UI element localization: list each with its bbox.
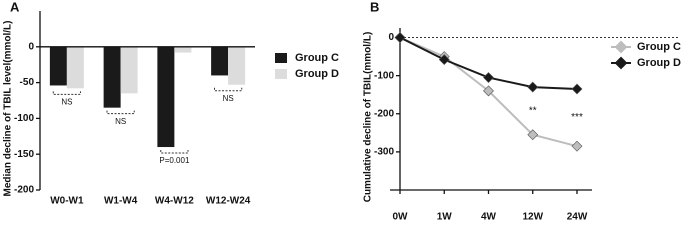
x-tick-label: W1-W4 (104, 196, 138, 207)
panel-label: A (10, 0, 20, 14)
legend-label: Group C (295, 52, 339, 64)
annotation: NS (61, 97, 72, 106)
marker (527, 129, 539, 141)
x-tick-label: W12-W24 (206, 196, 251, 207)
x-tick-label: 24W (567, 212, 588, 222)
x-tick-label: 1W (437, 212, 453, 222)
x-tick-label: 4W (481, 212, 497, 222)
bracket (160, 150, 189, 154)
y-tick-label: -200 (14, 185, 34, 196)
bar (228, 46, 246, 85)
legend-swatch (611, 56, 631, 70)
y-tick-label: 0 (28, 41, 34, 52)
y-tick-label: 0 (388, 32, 394, 43)
bar (174, 46, 192, 53)
x-tick-label: 0W (393, 212, 409, 222)
bar (157, 46, 175, 148)
bracket (214, 87, 243, 92)
bar (103, 46, 121, 108)
legend-swatch (275, 53, 287, 63)
x-tick-label: 12W (522, 212, 543, 222)
marker (394, 32, 406, 43)
bar (211, 46, 229, 76)
bar (120, 46, 138, 94)
y-tick-label: -100 (374, 70, 394, 81)
y-tick-label: -300 (374, 147, 394, 158)
y-axis-label: Median decline of TBIL level(mmol/L) (3, 21, 14, 197)
legend-label: Group C (637, 41, 681, 53)
annotation: *** (571, 112, 583, 123)
annotation: NS (223, 94, 234, 103)
annotation: NS (115, 117, 126, 126)
y-tick-label: -150 (14, 149, 34, 160)
panel-label: B (370, 0, 379, 14)
annotation: P=0.001 (159, 156, 190, 165)
marker (483, 85, 494, 97)
marker (527, 81, 539, 93)
bar (66, 46, 84, 89)
y-tick-label: -50 (20, 77, 35, 88)
legend-label: Group D (637, 57, 681, 69)
y-tick-label: -100 (14, 113, 34, 124)
y-axis-label: Cumulative decline of TBIL(mmol/L) (363, 32, 374, 203)
x-tick-label: W0-W1 (50, 196, 84, 207)
marker (483, 72, 494, 83)
legend-label: Group D (295, 68, 339, 80)
bracket (52, 91, 81, 95)
legend-swatch (611, 40, 631, 54)
legend-swatch (275, 69, 287, 79)
x-tick-label: W4-W12 (155, 196, 194, 207)
bracket (106, 110, 135, 115)
marker (438, 54, 450, 66)
marker (571, 83, 583, 95)
y-tick-label: -200 (374, 108, 394, 119)
bar (49, 46, 67, 86)
marker (571, 140, 583, 152)
annotation: ** (529, 106, 537, 117)
